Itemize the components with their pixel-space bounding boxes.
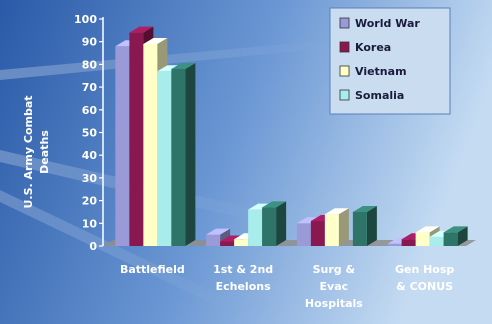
bar-top: [129, 26, 154, 33]
x-category-label-line: Surg &: [313, 263, 356, 276]
bar-side: [185, 62, 196, 246]
y-tick-label: 90: [82, 36, 98, 49]
bar-top: [352, 205, 377, 212]
chart-floor: [103, 240, 476, 246]
bar-front: [429, 236, 444, 246]
bar-front: [143, 43, 158, 246]
legend-label: Vietnam: [355, 65, 407, 78]
bar-front: [296, 223, 311, 246]
bar-front: [248, 209, 263, 246]
bar-side: [457, 226, 468, 246]
x-category-label: 1st & 2nd Echelons: [213, 263, 273, 293]
bar-front: [415, 232, 430, 246]
y-tick-label: 10: [82, 217, 98, 230]
y-tick-label: 30: [82, 172, 98, 185]
y-tick-label: 70: [82, 81, 98, 94]
y-tick-label: 80: [82, 58, 98, 71]
bar: [324, 208, 349, 246]
bar-top: [324, 208, 349, 215]
bar-front: [171, 68, 186, 246]
bar-front: [443, 232, 458, 246]
y-axis-title-line: U.S. Army Combat: [22, 95, 35, 208]
bar-front: [262, 207, 277, 246]
legend-label: Korea: [355, 41, 391, 54]
x-category-label: Surg & Evac Hospitals: [305, 263, 363, 310]
legend-label: Somalia: [355, 89, 404, 102]
x-category-label: Gen Hosp & CONUS: [395, 263, 454, 293]
legend-swatch: [339, 65, 350, 77]
bar-front: [401, 239, 416, 246]
bar-top: [262, 201, 287, 208]
light-streak: [0, 190, 230, 312]
bar: [171, 62, 196, 246]
y-tick-label: 40: [82, 149, 98, 162]
bar: [443, 226, 468, 246]
legend-label: World War: [355, 17, 420, 30]
y-tick-label: 20: [82, 195, 98, 208]
legend-swatch: [339, 17, 350, 29]
bar-front: [324, 214, 339, 246]
bar-front: [387, 243, 402, 246]
y-tick-label: 100: [74, 13, 97, 26]
x-category-label-line: Battlefield: [120, 263, 185, 276]
x-category-label-line: Gen Hosp: [395, 263, 454, 276]
bar-front: [352, 211, 367, 246]
bar-top: [415, 226, 440, 233]
y-tick-label: 60: [82, 104, 98, 117]
legend-swatch: [339, 89, 350, 101]
bar-front: [220, 241, 235, 246]
x-category-label-line: 1st & 2nd: [213, 263, 273, 276]
y-tick-label: 0: [89, 240, 97, 253]
bar-top: [171, 62, 196, 69]
bar-side: [366, 205, 377, 246]
x-category-label-line: Evac: [320, 280, 349, 293]
bar-front: [310, 221, 325, 246]
y-axis-title-line: Deaths: [38, 130, 51, 174]
x-category-label-line: & CONUS: [396, 280, 453, 293]
legend-box: [329, 7, 451, 115]
x-category-label-line: Echelons: [216, 280, 271, 293]
legend-swatch: [339, 41, 350, 53]
bar: [262, 201, 287, 246]
x-category-label: Battlefield: [120, 263, 185, 276]
bar: [352, 205, 377, 246]
bar-top: [143, 37, 168, 44]
bar-front: [115, 46, 130, 246]
bar-front: [129, 32, 144, 247]
x-category-label-line: Hospitals: [305, 297, 363, 310]
bar-top: [206, 228, 231, 235]
bar-front: [157, 71, 172, 247]
bar-front: [234, 239, 249, 246]
bar-top: [443, 226, 468, 233]
bar-side: [338, 208, 349, 246]
y-axis-title: U.S. Army Combat Deaths: [22, 95, 51, 208]
y-tick-label: 50: [82, 127, 98, 140]
bar-side: [276, 201, 287, 246]
bar-front: [206, 234, 221, 246]
